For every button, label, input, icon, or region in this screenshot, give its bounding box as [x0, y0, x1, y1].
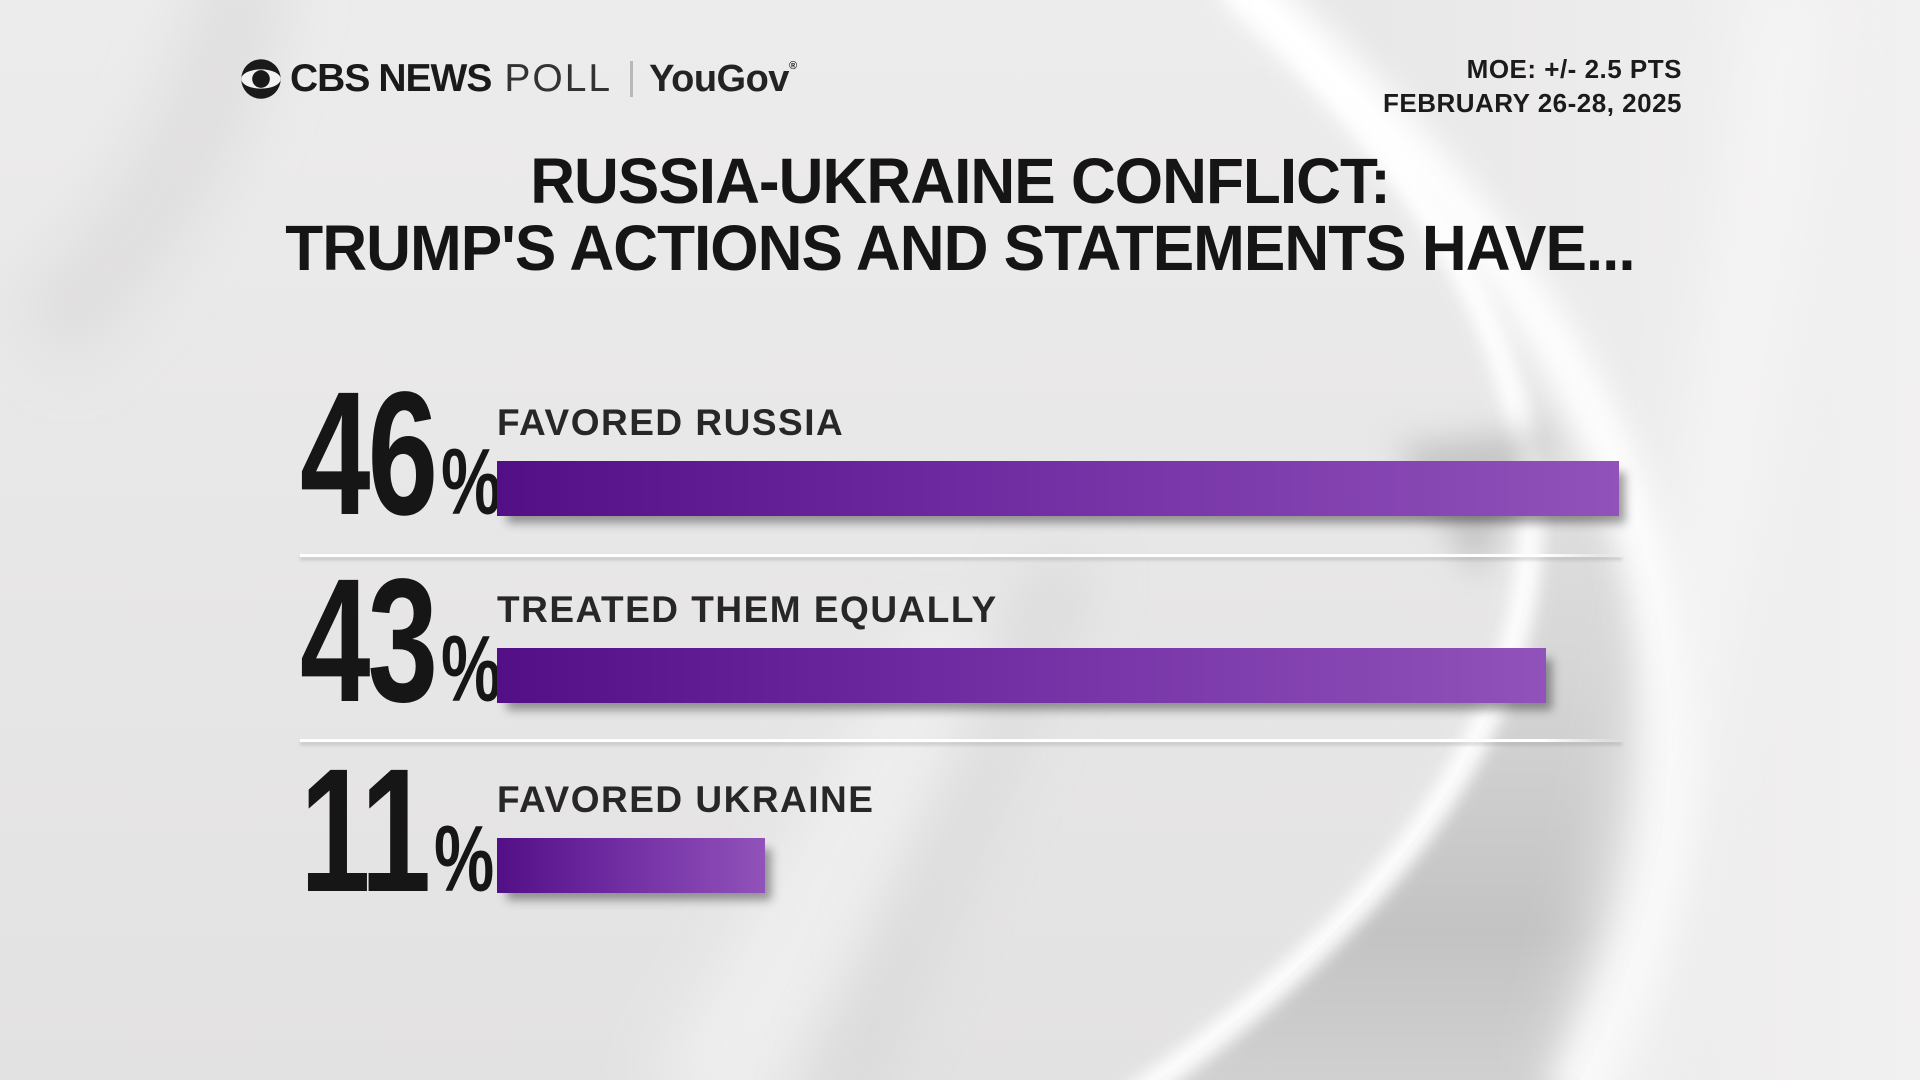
- bar-chart: 46 % FAVORED RUSSIA 43 % TREATED THEM EQ…: [300, 0, 1720, 1080]
- chart-title-line1: RUSSIA-UKRAINE CONFLICT:: [530, 145, 1391, 217]
- value-label: 43 %: [300, 553, 501, 729]
- moe-line: MOE: +/- 2.5 PTS: [1466, 54, 1682, 84]
- chart-title: RUSSIA-UKRAINE CONFLICT: TRUMP'S ACTIONS…: [29, 148, 1891, 282]
- bar-treated-equally: [497, 648, 1546, 703]
- brand-divider: [630, 61, 634, 97]
- value-label: 46 %: [300, 366, 501, 542]
- cbs-eye-icon: [241, 59, 281, 99]
- percent-sign: %: [440, 616, 502, 721]
- percent-sign: %: [433, 806, 495, 911]
- bar-row-favored-ukraine: 11 % FAVORED UKRAINE: [300, 743, 1720, 920]
- bar-row-treated-equally: 43 % TREATED THEM EQUALLY: [300, 553, 1720, 730]
- value-number: 11: [300, 733, 431, 929]
- brand-poll: POLL: [504, 57, 613, 100]
- brand-lockup: CBS NEWS POLL YouGov®: [240, 56, 797, 102]
- date-line: FEBRUARY 26-28, 2025: [1382, 88, 1682, 118]
- value-label: 11 %: [300, 743, 494, 919]
- bar-row-favored-russia: 46 % FAVORED RUSSIA: [300, 366, 1720, 543]
- bar-favored-russia: [497, 461, 1619, 516]
- category-label: FAVORED UKRAINE: [497, 779, 875, 820]
- registered-mark: ®: [788, 59, 797, 72]
- bar-favored-ukraine: [497, 838, 765, 893]
- brand-yougov: YouGov®: [649, 57, 797, 100]
- brand-cbs: CBS: [290, 57, 370, 100]
- category-label: FAVORED RUSSIA: [497, 402, 845, 443]
- value-number: 46: [300, 356, 438, 552]
- category-label: TREATED THEM EQUALLY: [497, 589, 998, 630]
- value-number: 43: [300, 543, 438, 739]
- brand-news: NEWS: [378, 57, 492, 100]
- row-separator: [300, 554, 1622, 557]
- row-separator: [300, 739, 1622, 742]
- chart-title-line2: TRUMP'S ACTIONS AND STATEMENTS HAVE...: [285, 212, 1635, 284]
- percent-sign: %: [440, 429, 502, 534]
- moe-block: MOE: +/- 2.5 PTS FEBRUARY 26-28, 2025: [1383, 52, 1682, 120]
